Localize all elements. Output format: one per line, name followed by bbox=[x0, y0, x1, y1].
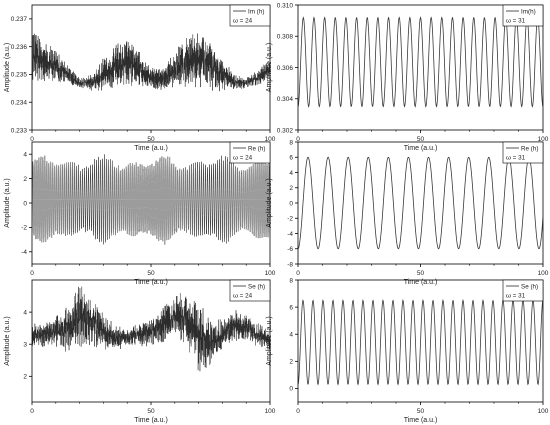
y-tick-label: -4 bbox=[287, 231, 293, 238]
legend: Re (h) ω = 24 bbox=[229, 141, 271, 164]
y-axis-label: Amplitude (a.u.) bbox=[4, 178, 11, 227]
x-tick-label: 0 bbox=[296, 270, 300, 277]
y-tick-label: 0.308 bbox=[277, 34, 294, 41]
y-tick-label: 4 bbox=[289, 170, 293, 177]
y-axis-label: Amplitude (a.u.) bbox=[4, 316, 11, 365]
legend-box bbox=[229, 4, 271, 27]
x-tick-label: 50 bbox=[417, 408, 425, 415]
x-axis-label: Time (a.u.) bbox=[404, 417, 438, 424]
x-axis-label: Time (a.u.) bbox=[134, 279, 168, 286]
x-axis-label: Time (a.u.) bbox=[404, 279, 438, 286]
series-line bbox=[298, 156, 543, 250]
legend-box bbox=[229, 141, 271, 164]
x-tick-label: 50 bbox=[147, 136, 155, 143]
y-tick-label: 2 bbox=[289, 185, 293, 192]
y-axis-label: Amplitude (a.u.) bbox=[266, 316, 273, 365]
y-axis-label: Amplitude (a.u.) bbox=[266, 178, 273, 227]
series-line bbox=[298, 298, 543, 386]
legend: Se (h) ω = 24 bbox=[229, 279, 271, 302]
legend: Se (h) ω = 31 bbox=[502, 279, 544, 302]
chart-panel-6: 0 50 100 0 2 4 6 8 Time (a.u.) Amplitude (a.u.) Se… bbox=[266, 277, 549, 424]
y-tick-label: 2 bbox=[289, 359, 293, 366]
legend-box bbox=[502, 141, 544, 164]
y-tick-label: 4 bbox=[23, 152, 27, 159]
series-line bbox=[32, 33, 270, 92]
x-tick-label: 50 bbox=[147, 270, 155, 277]
legend-label: Se (h) bbox=[248, 283, 265, 290]
y-tick-label: 6 bbox=[289, 155, 293, 162]
legend-label: Im(h) bbox=[521, 8, 536, 15]
y-axis-label: Amplitude (a.u.) bbox=[266, 43, 273, 92]
x-tick-label: 100 bbox=[265, 408, 276, 415]
y-tick-label: 0 bbox=[23, 200, 27, 207]
omega-annotation: ω = 24 bbox=[233, 155, 253, 162]
y-tick-label: -8 bbox=[287, 261, 293, 268]
legend-box bbox=[502, 279, 544, 302]
series-line bbox=[298, 16, 543, 108]
legend: Re (h) ω = 31 bbox=[502, 141, 544, 164]
y-tick-label: 0.233 bbox=[11, 127, 28, 134]
omega-annotation: ω = 31 bbox=[506, 18, 526, 25]
y-tick-label: 0.234 bbox=[11, 100, 28, 107]
legend-box bbox=[229, 279, 271, 302]
y-tick-label: 0.304 bbox=[277, 96, 294, 103]
legend: Im(h) ω = 31 bbox=[502, 4, 544, 27]
series-line bbox=[32, 154, 270, 245]
y-tick-label: 8 bbox=[289, 277, 293, 284]
x-tick-label: 0 bbox=[296, 408, 300, 415]
omega-annotation: ω = 31 bbox=[506, 293, 526, 300]
y-tick-label: 4 bbox=[289, 332, 293, 339]
x-tick-label: 100 bbox=[265, 136, 276, 143]
x-tick-label: 50 bbox=[147, 408, 155, 415]
legend-label: Re (h) bbox=[248, 145, 266, 152]
y-tick-label: 2 bbox=[23, 374, 27, 381]
x-tick-label: 100 bbox=[265, 270, 276, 277]
y-tick-label: -4 bbox=[21, 249, 27, 256]
x-tick-label: 50 bbox=[417, 136, 425, 143]
y-tick-label: 0.302 bbox=[277, 127, 294, 134]
x-axis-label: Time (a.u.) bbox=[134, 417, 168, 424]
x-tick-label: 0 bbox=[296, 136, 300, 143]
y-tick-label: 4 bbox=[23, 309, 27, 316]
y-tick-label: -2 bbox=[21, 225, 27, 232]
y-tick-label: 6 bbox=[289, 304, 293, 311]
legend: Im (h) ω = 24 bbox=[229, 4, 271, 27]
y-tick-label: 0.236 bbox=[11, 44, 28, 51]
y-tick-label: 2 bbox=[23, 176, 27, 183]
y-tick-label: 0.306 bbox=[277, 65, 294, 72]
omega-annotation: ω = 24 bbox=[233, 18, 253, 25]
x-tick-label: 0 bbox=[30, 270, 34, 277]
x-tick-label: 100 bbox=[538, 136, 549, 143]
x-axis-label: Time (a.u.) bbox=[134, 145, 168, 152]
legend-label: Re (h) bbox=[521, 145, 539, 152]
y-tick-label: 0.235 bbox=[11, 72, 28, 79]
chart-panel-5: 0 50 100 2 3 4 Time (a.u.) Amplitude (a.u.) Se (… bbox=[4, 279, 276, 424]
series-line bbox=[32, 286, 270, 372]
y-tick-label: -2 bbox=[287, 216, 293, 223]
y-tick-label: 0 bbox=[289, 200, 293, 207]
omega-annotation: ω = 24 bbox=[233, 293, 253, 300]
y-tick-label: 0.310 bbox=[277, 2, 294, 9]
chart-panel-1: 0 50 100 0.233 0.234 0.235 0.236 0.237 Time (a.u… bbox=[4, 4, 276, 152]
legend-box bbox=[502, 4, 544, 27]
chart-panel-3: 0 50 100 -4 -2 0 2 4 Time (a.u.) Amplitude (a.u.)… bbox=[4, 141, 276, 286]
y-tick-label: 0.237 bbox=[11, 16, 28, 23]
x-tick-label: 0 bbox=[30, 136, 34, 143]
x-tick-label: 0 bbox=[30, 408, 34, 415]
y-tick-label: -6 bbox=[287, 246, 293, 253]
x-tick-label: 50 bbox=[417, 270, 425, 277]
y-axis-label: Amplitude (a.u.) bbox=[4, 43, 11, 92]
y-tick-label: 0 bbox=[289, 386, 293, 393]
omega-annotation: ω = 31 bbox=[506, 155, 526, 162]
y-tick-label: 8 bbox=[289, 139, 293, 146]
x-axis-label: Time (a.u.) bbox=[404, 145, 438, 152]
legend-label: Im (h) bbox=[248, 8, 264, 15]
legend-label: Se (h) bbox=[521, 283, 538, 290]
x-tick-label: 100 bbox=[538, 270, 549, 277]
y-tick-label: 3 bbox=[23, 342, 27, 349]
chart-panel-4: 0 50 100 -8 -6 -4 -2 0 2 4 6 8 Time (a.u.) Amplitude … bbox=[266, 139, 549, 286]
x-tick-label: 100 bbox=[538, 408, 549, 415]
